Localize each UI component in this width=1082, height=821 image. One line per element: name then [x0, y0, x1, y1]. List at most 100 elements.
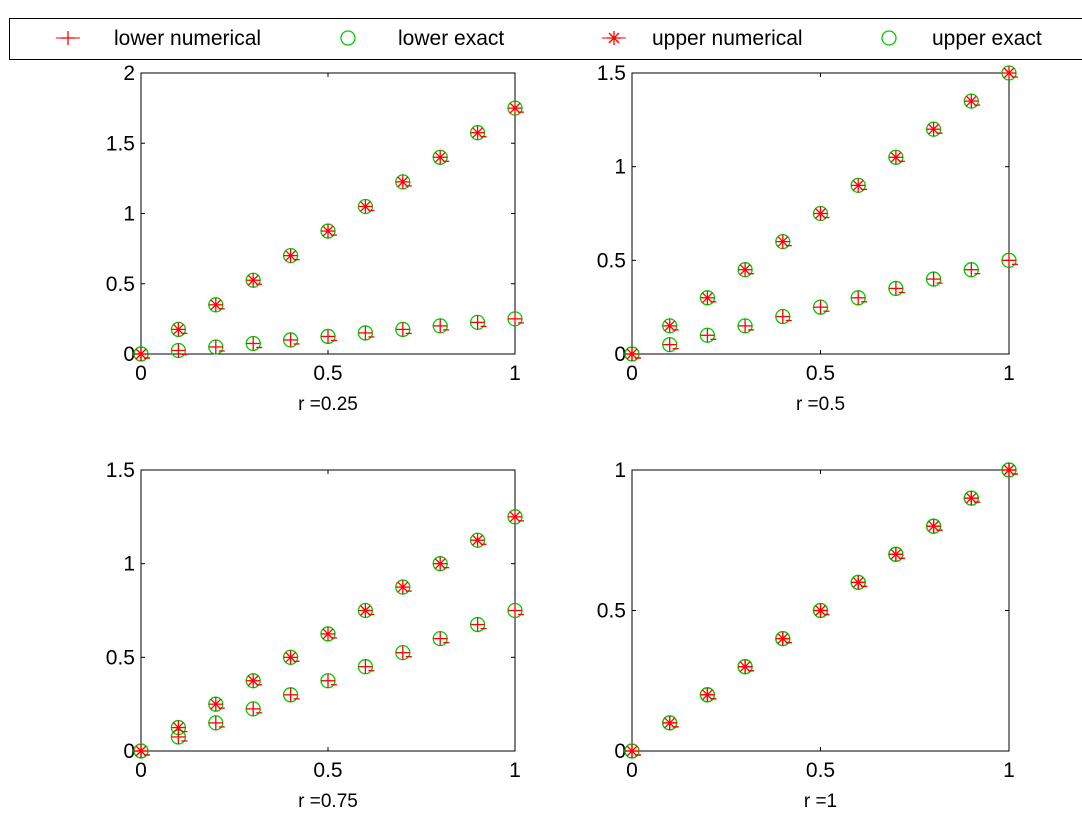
data-point	[246, 701, 261, 716]
data-point	[246, 336, 261, 351]
y-tick-label: 1	[123, 203, 135, 226]
data-point	[926, 519, 941, 534]
data-point	[888, 547, 903, 562]
y-tick-label: 0.5	[597, 600, 626, 623]
data-point	[246, 273, 261, 288]
data-point	[738, 659, 753, 674]
y-tick-label: 1.5	[106, 459, 135, 482]
x-tick-label: 1	[1003, 362, 1015, 385]
data-point	[1002, 253, 1016, 268]
y-tick-label: 1	[614, 156, 626, 179]
y-tick-label: 0	[614, 740, 626, 763]
subplot-2: 0 0.5 1 0 0.5 1 1.5 r =0.5	[597, 62, 1018, 415]
x-tick-label: 1	[509, 362, 521, 385]
legend-label-lower-exact: lower exact	[398, 27, 504, 50]
data-point	[625, 744, 639, 758]
data-point	[813, 603, 828, 618]
x-axis-title: r =1	[804, 791, 837, 812]
legend-label-upper-exact: upper exact	[932, 27, 1042, 50]
data-point	[433, 631, 448, 646]
legend-marker-lower-exact	[340, 30, 356, 46]
subplot-3: 0 0.5 1 0 0.5 1 1.5 r =0.75	[106, 459, 524, 812]
data-point	[508, 311, 522, 326]
data-point	[1002, 463, 1016, 477]
data-point	[964, 262, 979, 277]
subplot-grid: 0 0.5 1 0 0.5 1 1.5 2 r =0.25 0 0.5 1 0 0.5 1 1.5 r =0.5…	[106, 62, 1018, 812]
data-point	[321, 329, 335, 344]
data-point	[1002, 66, 1016, 80]
data-point	[662, 337, 677, 352]
data-point	[395, 174, 410, 189]
y-tick-label: 0.5	[106, 646, 135, 669]
legend-marker-upper-exact	[881, 30, 897, 46]
x-axis-title: r =0.75	[298, 791, 358, 812]
y-tick-label: 1	[614, 459, 626, 482]
x-tick-label: 1	[509, 759, 521, 782]
legend-marker-lower-numerical	[61, 31, 75, 45]
y-tick-label: 0.5	[597, 249, 626, 272]
data-point	[775, 309, 790, 324]
data-point	[321, 626, 335, 641]
data-point	[358, 325, 373, 340]
legend-marker-upper-numerical	[607, 31, 621, 45]
data-point	[395, 322, 410, 337]
data-point	[433, 318, 448, 333]
y-tick-label: 0.5	[106, 273, 135, 296]
data-point	[470, 125, 485, 140]
data-point	[700, 687, 715, 702]
x-tick-label: 0.5	[313, 362, 342, 385]
data-point	[246, 673, 261, 688]
data-point	[208, 339, 223, 354]
data-point	[470, 617, 485, 632]
plot-area	[140, 72, 516, 355]
data-point	[171, 343, 186, 358]
x-tick-label: 0	[626, 759, 638, 782]
data-point	[508, 509, 522, 524]
data-point	[358, 659, 373, 674]
data-point	[208, 715, 223, 730]
legend: lower numerical lower exact upper numerica…	[9, 18, 1082, 60]
data-point	[964, 491, 979, 506]
x-tick-label: 0.5	[806, 362, 835, 385]
y-tick-label: 2	[123, 62, 135, 85]
data-point	[134, 347, 148, 361]
x-axis-title: r =0.5	[796, 394, 845, 415]
y-tick-label: 0	[614, 343, 626, 366]
data-point	[321, 673, 335, 688]
subplot-1: 0 0.5 1 0 0.5 1 1.5 2 r =0.25	[106, 62, 524, 415]
data-point	[433, 556, 448, 571]
data-point	[926, 122, 941, 137]
data-point	[813, 206, 828, 221]
data-point	[134, 744, 148, 758]
data-point	[171, 322, 186, 337]
y-tick-label: 0	[123, 343, 135, 366]
data-point	[700, 328, 715, 343]
data-point	[625, 347, 639, 361]
data-point	[775, 631, 790, 646]
y-tick-label: 1.5	[106, 132, 135, 155]
data-point	[888, 281, 903, 296]
data-point	[395, 580, 410, 595]
data-point	[358, 199, 373, 214]
data-point	[662, 715, 677, 730]
plot-area	[140, 469, 516, 752]
data-point	[283, 248, 298, 263]
data-point	[851, 575, 866, 590]
data-point	[813, 300, 828, 315]
legend-box	[9, 18, 1082, 60]
y-tick-label: 0	[123, 740, 135, 763]
data-point	[775, 234, 790, 249]
data-point	[321, 224, 335, 239]
data-point	[964, 94, 979, 109]
series-upper-numerical	[134, 101, 524, 361]
x-tick-label: 0	[135, 759, 147, 782]
data-point	[851, 178, 866, 193]
data-point	[470, 533, 485, 548]
data-point	[926, 272, 941, 287]
data-point	[208, 697, 223, 712]
series-upper-numerical	[134, 509, 524, 758]
data-point	[395, 645, 410, 660]
data-point	[358, 603, 373, 618]
legend-label-upper-numerical: upper numerical	[652, 27, 803, 50]
